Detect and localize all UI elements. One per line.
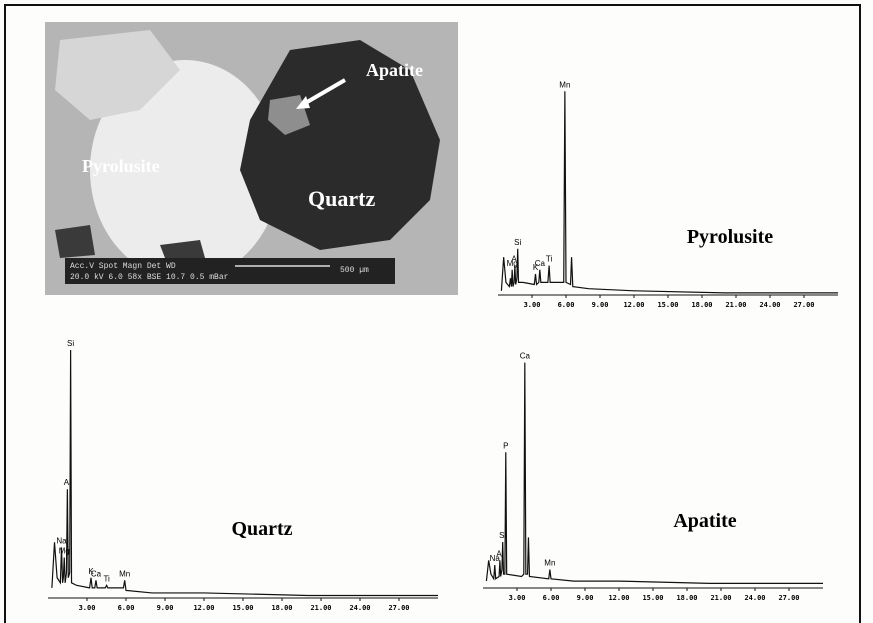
x-tick-label: 12.00 (623, 301, 644, 309)
dark-patch (55, 225, 95, 258)
x-tick-label: 24.00 (349, 604, 370, 612)
quartz-label: Quartz (308, 186, 375, 211)
x-tick-label: 3.00 (524, 301, 541, 309)
peak-label: Ti (103, 574, 110, 583)
x-tick-label: 27.00 (778, 594, 799, 602)
quartz-grain (240, 40, 440, 250)
x-tick-label: 9.00 (577, 594, 594, 602)
info-header: Acc.V Spot Magn Det WD (70, 262, 176, 271)
peak-label: Ca (91, 569, 102, 578)
x-tick-label: 15.00 (657, 301, 678, 309)
spectrum-title: Pyrolusite (687, 226, 773, 248)
peak-label: Si (514, 238, 521, 247)
x-tick-label: 24.00 (744, 594, 765, 602)
dark-patch (160, 240, 205, 258)
arrow (300, 78, 347, 107)
frame (4, 4, 861, 623)
x-tick-label: 18.00 (676, 594, 697, 602)
peak-label: Mg (59, 547, 70, 556)
x-tick-label: 18.00 (271, 604, 292, 612)
x-tick-label: 15.00 (642, 594, 663, 602)
peak-label: K (533, 263, 539, 272)
apatite-label: Apatite (366, 60, 423, 80)
peak-label: Mn (544, 559, 555, 568)
peak-label: Al (511, 255, 518, 264)
peak-label: P (503, 441, 508, 450)
peak-label: Si (499, 531, 506, 540)
pyrolusite-label: Pyrolusite (82, 156, 160, 176)
peak-label: Al (496, 549, 503, 558)
x-tick-label: 24.00 (759, 301, 780, 309)
x-tick-label: 3.00 (79, 604, 96, 612)
peak-label: Mg (507, 259, 518, 268)
bright-phase (90, 60, 280, 280)
info-bar (65, 258, 395, 284)
x-tick-label: 6.00 (558, 301, 575, 309)
spectrum-title: Apatite (673, 510, 736, 532)
spectrum (485, 362, 823, 585)
peak-label: Al (64, 478, 71, 487)
x-tick-label: 27.00 (793, 301, 814, 309)
x-tick-label: 9.00 (157, 604, 174, 612)
arrow-head (296, 96, 310, 109)
x-tick-label: 15.00 (232, 604, 253, 612)
x-tick-label: 6.00 (118, 604, 135, 612)
spectrum (51, 350, 438, 597)
x-tick-label: 27.00 (388, 604, 409, 612)
peak-label: Na (56, 536, 67, 545)
x-tick-label: 9.00 (592, 301, 609, 309)
spectrum (500, 91, 838, 294)
info-values: 20.0 kV 6.0 58x BSE 10.7 0.5 mBar (70, 273, 229, 282)
x-tick-label: 21.00 (710, 594, 731, 602)
peak-label: Ti (546, 255, 553, 264)
scale-length: 500 µm (340, 266, 369, 275)
spectrum-title: Quartz (231, 518, 292, 540)
peak-label: Si (67, 339, 74, 348)
sem-image: Apatite Pyrolusite Quartz Acc.V Spot Mag… (45, 22, 458, 295)
peak-label: Mn (559, 80, 570, 89)
peak-label: Na (490, 554, 501, 563)
peak-label: Ca (535, 259, 546, 268)
x-tick-label: 21.00 (725, 301, 746, 309)
peak-label: Mn (119, 569, 130, 578)
x-tick-label: 21.00 (310, 604, 331, 612)
x-tick-label: 18.00 (691, 301, 712, 309)
x-tick-label: 6.00 (543, 594, 560, 602)
peak-label: Ca (520, 352, 531, 361)
x-tick-label: 12.00 (193, 604, 214, 612)
x-tick-label: 12.00 (608, 594, 629, 602)
grain (55, 30, 180, 120)
x-tick-label: 3.00 (509, 594, 526, 602)
peak-label: K (88, 567, 94, 576)
